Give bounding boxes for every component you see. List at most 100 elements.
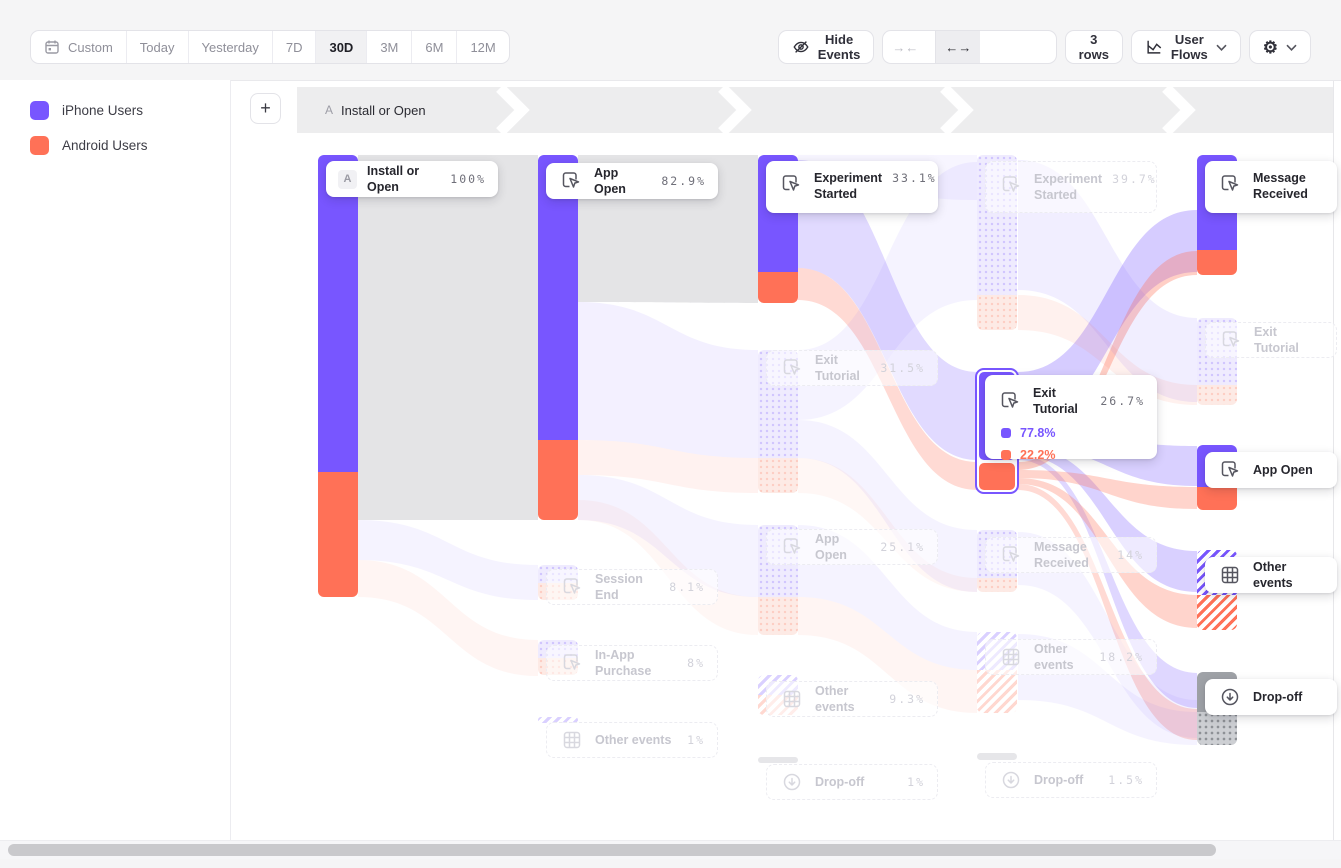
- flow-node-card[interactable]: Session End 8.1%: [546, 569, 718, 605]
- tap-icon: [559, 574, 585, 600]
- flow-node-card[interactable]: App Open 82.9%: [546, 163, 718, 199]
- drop-off-icon: [1217, 684, 1243, 710]
- eye-off-icon: [792, 38, 810, 56]
- node-percent: 9.3%: [889, 692, 925, 706]
- flow-node-bar[interactable]: [538, 717, 578, 723]
- node-label: Exit Tutorial: [815, 352, 860, 383]
- node-label: Other events: [815, 683, 855, 714]
- flow-node-card[interactable]: Other events 18.2%: [985, 639, 1157, 675]
- toolbar-right: Hide Events →← ←→ 3 rows User Flows: [777, 30, 1311, 64]
- tap-icon: [559, 650, 585, 676]
- flow-node-bar[interactable]: [318, 155, 358, 597]
- toolbar: Custom Today Yesterday 7D 30D 3M 6M 12M Hide Ev…: [30, 30, 1311, 64]
- flow-node-card[interactable]: Exit Tutorial: [1205, 322, 1337, 358]
- tap-icon: [1218, 327, 1244, 353]
- node-label: Other events: [1034, 641, 1074, 672]
- flow-node-card[interactable]: Experiment Started 33.1%: [766, 161, 938, 213]
- bar-segment: [1197, 385, 1237, 405]
- node-label: App Open: [1253, 462, 1313, 477]
- view-selector-button[interactable]: User Flows: [1130, 30, 1241, 64]
- flow-node-card[interactable]: Other events 1%: [546, 722, 718, 758]
- date-range-today[interactable]: Today: [127, 31, 189, 63]
- date-range-7d[interactable]: 7D: [273, 31, 317, 63]
- horizontal-scrollbar[interactable]: [0, 840, 1341, 859]
- breadcrumb-step: A Install or Open: [325, 87, 426, 133]
- view-selector-label: User Flows: [1170, 32, 1208, 62]
- flow-node-card[interactable]: Message Received 14%: [985, 537, 1157, 573]
- tap-icon: [1217, 457, 1243, 483]
- date-range-30d[interactable]: 30D: [316, 31, 368, 63]
- bar-segment: [538, 717, 578, 723]
- bar-segment: [318, 155, 358, 472]
- letter-badge: A: [338, 169, 357, 189]
- legend: iPhone Users Android Users: [0, 80, 231, 841]
- date-range-12m[interactable]: 12M: [457, 31, 508, 63]
- date-range-label: Custom: [68, 39, 113, 55]
- date-range-custom[interactable]: Custom: [31, 31, 127, 63]
- expand-columns-button[interactable]: ←→: [935, 31, 981, 63]
- flow-node-card[interactable]: Drop-off: [1205, 679, 1337, 715]
- flow-node-card[interactable]: Message Received: [1205, 161, 1337, 213]
- tap-icon: [998, 172, 1024, 198]
- legend-item-android-users[interactable]: Android Users: [30, 135, 148, 155]
- flow-node-card[interactable]: A Install or Open 100%: [326, 161, 498, 197]
- calendar-icon: [44, 39, 60, 55]
- tap-icon: [558, 168, 584, 194]
- flow-node-card[interactable]: Exit Tutorial 26.7% 77.8% 22.2%: [985, 375, 1157, 462]
- flow-node-bar[interactable]: [538, 155, 578, 520]
- bar-segment: [1197, 712, 1237, 745]
- date-range-label: Today: [139, 39, 175, 55]
- breakdown-swatch: [1001, 449, 1011, 460]
- flow-node-card[interactable]: Drop-off 1%: [766, 764, 938, 800]
- node-percent: 14%: [1117, 548, 1144, 562]
- node-percent: 25.1%: [880, 540, 925, 554]
- date-range-group: Custom Today Yesterday 7D 30D 3M 6M 12M: [30, 30, 510, 64]
- flow-node-card[interactable]: Other events: [1205, 557, 1337, 593]
- date-range-label: 6M: [425, 39, 444, 55]
- flow-node-card[interactable]: Exit Tutorial 31.5%: [766, 350, 938, 386]
- date-range-6m[interactable]: 6M: [412, 31, 458, 63]
- hide-events-button[interactable]: Hide Events: [777, 30, 875, 64]
- date-range-yesterday[interactable]: Yesterday: [189, 31, 273, 63]
- date-range-3m[interactable]: 3M: [367, 31, 413, 63]
- add-step-button[interactable]: +: [250, 93, 281, 124]
- flow-node-card[interactable]: App Open: [1205, 452, 1337, 488]
- flow-node-card[interactable]: Drop-off 1.5%: [985, 762, 1157, 798]
- flow-node-card[interactable]: In-App Purchase 8%: [546, 645, 718, 681]
- node-label: Exit Tutorial: [1254, 324, 1299, 355]
- settings-button[interactable]: ⚙: [1248, 30, 1311, 64]
- flow-node-card[interactable]: Experiment Started 39.7%: [985, 161, 1157, 213]
- node-label: Drop-off: [815, 774, 865, 789]
- collapse-columns-button[interactable]: →←: [892, 39, 919, 55]
- flow-node-bar[interactable]: [977, 753, 1017, 760]
- node-percent: 26.7%: [1100, 394, 1145, 409]
- drop-off-icon: [779, 769, 805, 795]
- width-toggle-group: →← ←→: [882, 30, 1057, 64]
- tap-icon: [779, 534, 805, 560]
- flow-node-bar[interactable]: [758, 757, 798, 763]
- node-label: Other events: [1253, 559, 1293, 590]
- flow-node-card[interactable]: App Open 25.1%: [766, 529, 938, 565]
- rows-label: 3 rows: [1078, 32, 1109, 62]
- node-percent: 1.5%: [1108, 773, 1144, 787]
- chevron-down-icon: [1286, 44, 1297, 51]
- node-percent: 8.1%: [669, 580, 705, 594]
- date-range-label: Yesterday: [201, 39, 259, 55]
- bar-segment: [758, 272, 798, 303]
- horizontal-scrollbar-thumb[interactable]: [8, 844, 1216, 856]
- rows-button[interactable]: 3 rows: [1064, 30, 1123, 64]
- bar-segment: [977, 295, 1017, 330]
- bar-segment: [977, 670, 1017, 713]
- node-percent: 31.5%: [880, 361, 925, 375]
- legend-label: Android Users: [62, 137, 148, 153]
- legend-item-iphone-users[interactable]: iPhone Users: [30, 100, 143, 120]
- chart-icon: [1145, 38, 1163, 56]
- date-range-label: 7D: [285, 39, 303, 55]
- tooltip-breakdown-row: 22.2%: [997, 448, 1145, 462]
- drop-off-icon: [998, 767, 1024, 793]
- tap-icon: [998, 542, 1024, 568]
- flow-node-card[interactable]: Other events 9.3%: [766, 681, 938, 717]
- breadcrumb[interactable]: A Install or Open: [297, 87, 1333, 133]
- flow-node-bar[interactable]: [977, 632, 1017, 713]
